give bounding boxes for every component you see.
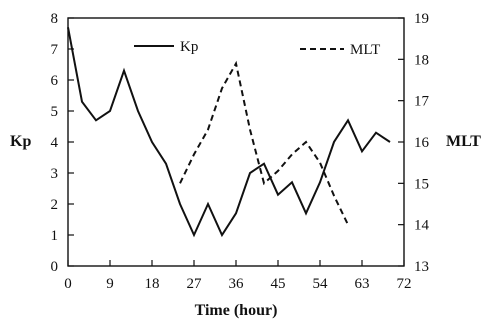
- right-y-axis-ticks: 13 14 15 16 17 18 19: [398, 11, 430, 275]
- x-tick-label: 54: [313, 276, 329, 292]
- legend: Kp MLT: [134, 39, 380, 58]
- x-tick-label: 27: [187, 276, 203, 292]
- y2-tick-label: 13: [414, 259, 429, 275]
- y-tick-label: 2: [51, 197, 59, 213]
- y2-tick-label: 15: [414, 176, 429, 192]
- series-line-mlt: [179, 60, 349, 226]
- x-tick-label: 72: [397, 276, 412, 292]
- x-tick-label: 18: [145, 276, 160, 292]
- y-tick-label: 0: [51, 259, 59, 275]
- y-tick-label: 6: [51, 73, 59, 89]
- y-tick-label: 4: [51, 135, 59, 151]
- x-tick-label: 63: [355, 276, 370, 292]
- series-line-kp: [67, 27, 391, 238]
- y-tick-label: 8: [51, 11, 59, 27]
- x-tick-label: 45: [271, 276, 286, 292]
- y-tick-label: 3: [51, 166, 59, 182]
- x-axis-title: Time (hour): [195, 302, 278, 319]
- x-axis-ticks: 0 9 18 27 36 45 54 63 72: [64, 260, 412, 292]
- x-tick-label: 9: [106, 276, 114, 292]
- legend-label-kp: Kp: [180, 39, 198, 55]
- y2-tick-label: 18: [414, 52, 429, 68]
- x-tick-label: 36: [229, 276, 245, 292]
- legend-label-mlt: MLT: [350, 42, 380, 58]
- y-axis-title: Kp: [10, 133, 31, 150]
- x-tick-label: 0: [64, 276, 72, 292]
- left-y-axis-ticks: 0 1 2 3 4 5 6 7 8: [51, 11, 74, 275]
- y-tick-label: 5: [51, 104, 59, 120]
- y2-axis-title: MLT: [446, 133, 481, 150]
- y2-tick-label: 16: [414, 135, 430, 151]
- y2-tick-label: 17: [414, 94, 430, 110]
- y-tick-label: 7: [51, 42, 59, 58]
- y2-tick-label: 14: [414, 218, 430, 234]
- series-layer: [67, 27, 391, 238]
- y2-tick-label: 19: [414, 11, 429, 27]
- y-tick-label: 1: [51, 228, 59, 244]
